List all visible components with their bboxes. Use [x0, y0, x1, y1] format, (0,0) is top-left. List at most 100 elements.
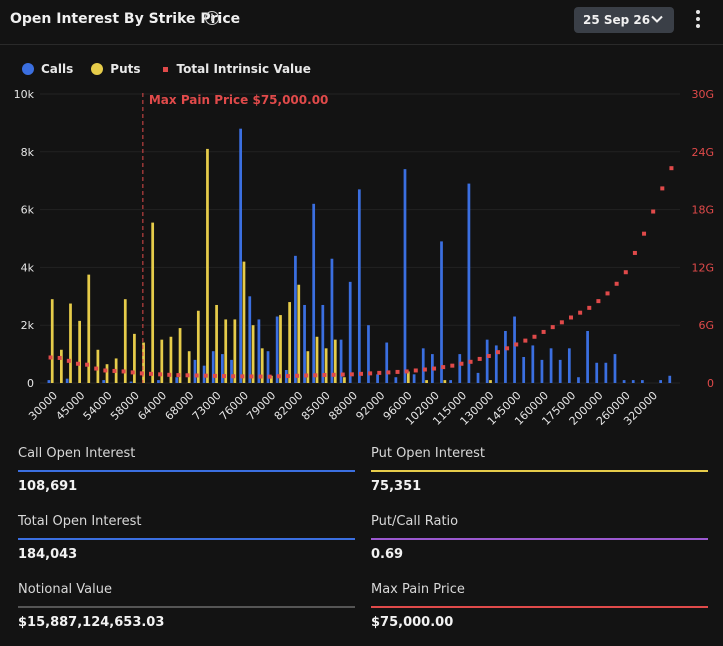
- info-icon[interactable]: i: [205, 11, 219, 25]
- x-tick-label: 64000: [135, 389, 169, 423]
- y-left-tick-label: 8k: [21, 146, 35, 159]
- x-tick-label: 30000: [26, 389, 60, 423]
- calls-bar: [321, 304, 325, 383]
- intrinsic-value-point: [267, 374, 272, 379]
- intrinsic-value-point: [523, 338, 528, 343]
- calls-bar: [294, 255, 297, 383]
- calls-bar: [577, 377, 580, 383]
- legend-item-intrinsic[interactable]: Total Intrinsic Value: [159, 62, 311, 76]
- stat-underline: [371, 606, 708, 608]
- puts-bar: [443, 380, 447, 383]
- puts-bar: [123, 299, 127, 383]
- chart-legend: Calls Puts Total Intrinsic Value: [22, 62, 329, 76]
- puts-bar: [96, 349, 100, 383]
- max-pain-label: Max Pain Price $75,000.00: [149, 93, 329, 107]
- x-tick-label: 88000: [326, 389, 360, 423]
- calls-bar: [494, 345, 498, 383]
- calls-bar: [257, 319, 261, 383]
- intrinsic-value-point: [349, 372, 354, 377]
- intrinsic-value-point: [422, 367, 427, 372]
- stat-label: Call Open Interest: [18, 446, 136, 461]
- intrinsic-value-point: [377, 370, 382, 375]
- intrinsic-value-point: [569, 315, 573, 320]
- intrinsic-value-point: [632, 250, 637, 255]
- intrinsic-value-point: [295, 373, 300, 378]
- x-tick-label: 58000: [108, 389, 142, 423]
- puts-bar: [50, 299, 54, 383]
- stat-underline: [18, 470, 355, 472]
- legend-item-puts[interactable]: Puts: [91, 62, 141, 76]
- intrinsic-value-point: [149, 371, 153, 376]
- x-tick-label: 79000: [244, 389, 278, 423]
- puts-bar: [269, 375, 273, 383]
- intrinsic-value-point: [514, 342, 519, 347]
- intrinsic-value-point: [85, 362, 90, 367]
- intrinsic-value-point: [386, 370, 391, 375]
- calls-bar: [385, 342, 389, 383]
- more-menu-icon[interactable]: [692, 10, 704, 32]
- calls-bar: [403, 169, 407, 383]
- calls-bar: [193, 359, 197, 383]
- puts-bar: [133, 333, 136, 383]
- puts-bar: [233, 319, 237, 383]
- calls-bar: [476, 372, 480, 383]
- puts-bar: [169, 336, 173, 383]
- puts-bar: [288, 302, 291, 383]
- calls-bar: [211, 351, 215, 383]
- intrinsic-value-point: [368, 371, 373, 376]
- intrinsic-value-point: [258, 374, 263, 379]
- puts-bar: [151, 222, 155, 383]
- calls-bar: [458, 354, 462, 383]
- intrinsic-value-point: [212, 373, 217, 378]
- puts-bar: [279, 315, 282, 383]
- puts-bar: [224, 319, 228, 383]
- puts-bar: [333, 339, 337, 383]
- calls-bar: [549, 348, 553, 383]
- calls-bar: [659, 380, 663, 383]
- x-tick-label: 73000: [190, 389, 224, 423]
- puts-legend-marker: [91, 63, 104, 75]
- stat-label: Total Open Interest: [18, 514, 142, 529]
- expiry-date-label: 25 Sep 26: [583, 13, 651, 27]
- puts-bar: [87, 274, 91, 383]
- calls-bar: [230, 359, 233, 383]
- intrinsic-value-point: [432, 366, 437, 371]
- calls-bar: [421, 348, 425, 383]
- legend-item-calls[interactable]: Calls: [22, 62, 73, 76]
- intrinsic-value-point: [57, 355, 62, 360]
- puts-bar: [69, 303, 72, 383]
- calls-bar: [102, 380, 106, 383]
- stat-value: 0.69: [371, 547, 404, 562]
- stat-value: 184,043: [18, 547, 78, 562]
- y-right-tick-label: 0: [707, 377, 714, 390]
- calls-bar: [348, 281, 352, 383]
- y-left-tick-label: 6k: [21, 204, 35, 217]
- calls-bar: [641, 380, 644, 383]
- intrinsic-legend-marker: [162, 66, 168, 72]
- y-right-tick-label: 12G: [691, 261, 714, 274]
- x-tick-label: 92000: [353, 389, 387, 423]
- stat-total-open-interest: Total Open Interest 184,043: [18, 514, 355, 574]
- y-left-tick-label: 10k: [14, 88, 35, 101]
- stat-underline: [18, 538, 355, 540]
- calls-bar: [239, 128, 243, 383]
- y-right-tick-label: 30G: [691, 88, 714, 101]
- calls-bar: [330, 258, 334, 383]
- intrinsic-value-point: [75, 361, 80, 366]
- stat-underline: [18, 606, 355, 608]
- calls-bar: [376, 374, 379, 383]
- calls-bar: [522, 356, 526, 383]
- stat-value: 108,691: [18, 479, 78, 494]
- stat-put-open-interest: Put Open Interest 75,351: [371, 446, 708, 506]
- calls-bar: [65, 378, 69, 383]
- calls-bar: [412, 374, 416, 383]
- intrinsic-value-point: [331, 372, 336, 377]
- expiry-date-dropdown[interactable]: 25 Sep 26: [574, 7, 674, 33]
- x-tick-label: 85000: [299, 389, 333, 423]
- x-tick-label: 45000: [53, 389, 87, 423]
- intrinsic-value-point: [505, 346, 510, 351]
- stat-value: $75,000.00: [371, 615, 454, 630]
- puts-bar: [297, 284, 301, 383]
- intrinsic-value-point: [240, 374, 245, 379]
- calls-bar: [221, 354, 224, 383]
